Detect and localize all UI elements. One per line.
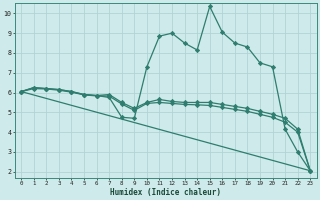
X-axis label: Humidex (Indice chaleur): Humidex (Indice chaleur) — [110, 188, 221, 197]
